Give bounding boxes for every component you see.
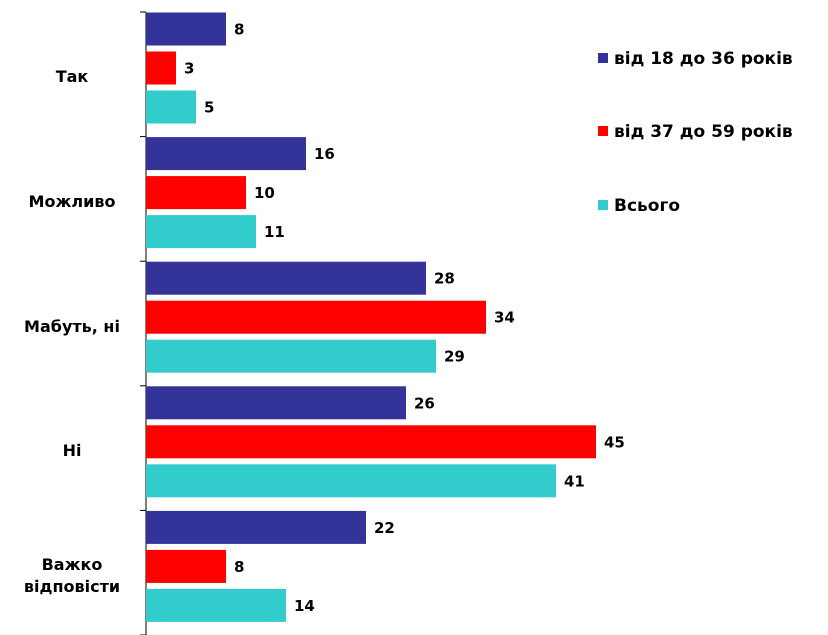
value-label: 11 <box>264 223 285 241</box>
bar <box>146 51 176 85</box>
value-label: 26 <box>414 394 435 412</box>
value-label: 45 <box>604 433 625 451</box>
value-label: 22 <box>374 519 395 537</box>
value-label: 8 <box>234 558 244 576</box>
value-label: 14 <box>294 597 315 615</box>
value-label: 3 <box>184 60 194 78</box>
category-label: Важко відповісти <box>23 554 121 596</box>
bar <box>146 339 436 373</box>
bar <box>146 386 406 420</box>
value-label: 41 <box>564 472 585 490</box>
value-label: 34 <box>494 309 515 327</box>
value-label: 16 <box>314 145 335 163</box>
value-label: 8 <box>234 21 244 39</box>
bar <box>146 137 306 171</box>
bar <box>146 215 256 249</box>
legend-label: від 37 до 59 років <box>614 122 793 142</box>
bar <box>146 549 226 583</box>
legend-swatch <box>598 200 608 210</box>
bar <box>146 464 556 498</box>
value-label: 29 <box>444 348 465 366</box>
bar <box>146 12 226 46</box>
bar <box>146 588 286 622</box>
bar <box>146 300 486 334</box>
category-label: Можливо <box>28 191 116 211</box>
category-label: Так <box>55 67 89 87</box>
legend-swatch <box>598 53 608 63</box>
value-label: 5 <box>204 99 214 117</box>
bar <box>146 176 246 210</box>
bar <box>146 90 196 124</box>
bar <box>146 510 366 544</box>
legend-swatch <box>598 126 608 136</box>
value-label: 10 <box>254 184 275 202</box>
category-label: Мабуть, ні <box>24 316 120 336</box>
legend-label: від 18 до 36 років <box>614 49 793 69</box>
category-label: Ні <box>62 441 82 461</box>
bar <box>146 425 596 459</box>
legend-label: Всього <box>614 196 680 216</box>
bar <box>146 261 426 295</box>
value-label: 28 <box>434 270 455 288</box>
